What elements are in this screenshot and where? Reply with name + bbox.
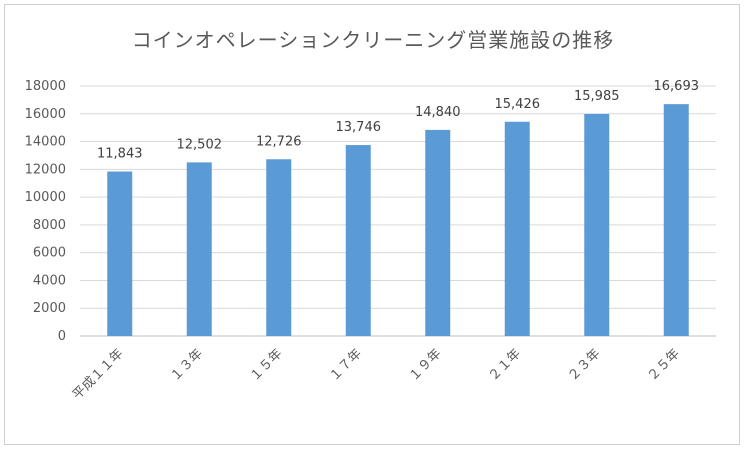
category-label: １９年: [406, 346, 444, 384]
category-label: １７年: [327, 346, 365, 384]
y-tick-label: 12000: [25, 162, 66, 177]
y-tick-label: 8000: [33, 218, 66, 233]
data-label: 11,843: [97, 147, 143, 162]
y-tick-label: 10000: [25, 190, 66, 205]
y-tick-label: 4000: [33, 273, 66, 288]
y-tick-label: 16000: [25, 107, 66, 122]
category-label: １５年: [247, 346, 285, 384]
y-tick-label: 6000: [33, 246, 66, 261]
y-tick-label: 0: [58, 329, 66, 344]
category-label: １３年: [168, 346, 206, 384]
bar: [186, 162, 212, 336]
bar: [584, 113, 610, 336]
bar: [425, 129, 451, 336]
bar: [345, 145, 371, 336]
y-tick-label: 14000: [25, 135, 66, 150]
bar: [504, 121, 530, 336]
data-label: 12,502: [177, 137, 223, 152]
data-label: 15,985: [574, 89, 620, 104]
category-label: 平成１１年: [70, 346, 127, 403]
bar: [266, 159, 292, 336]
data-label: 16,693: [654, 79, 700, 94]
category-label: ２１年: [486, 346, 524, 384]
data-label: 13,746: [336, 120, 382, 135]
data-label: 14,840: [415, 105, 461, 120]
bar: [663, 104, 689, 337]
data-label: 15,426: [495, 97, 541, 112]
category-label: ２３年: [565, 346, 603, 384]
y-tick-label: 18000: [25, 79, 66, 94]
data-label: 12,726: [256, 134, 302, 149]
bar: [107, 171, 133, 336]
y-tick-label: 2000: [33, 301, 66, 316]
chart-title: コインオペレーションクリーニング営業施設の推移: [131, 28, 615, 52]
category-label: ２５年: [645, 346, 683, 384]
